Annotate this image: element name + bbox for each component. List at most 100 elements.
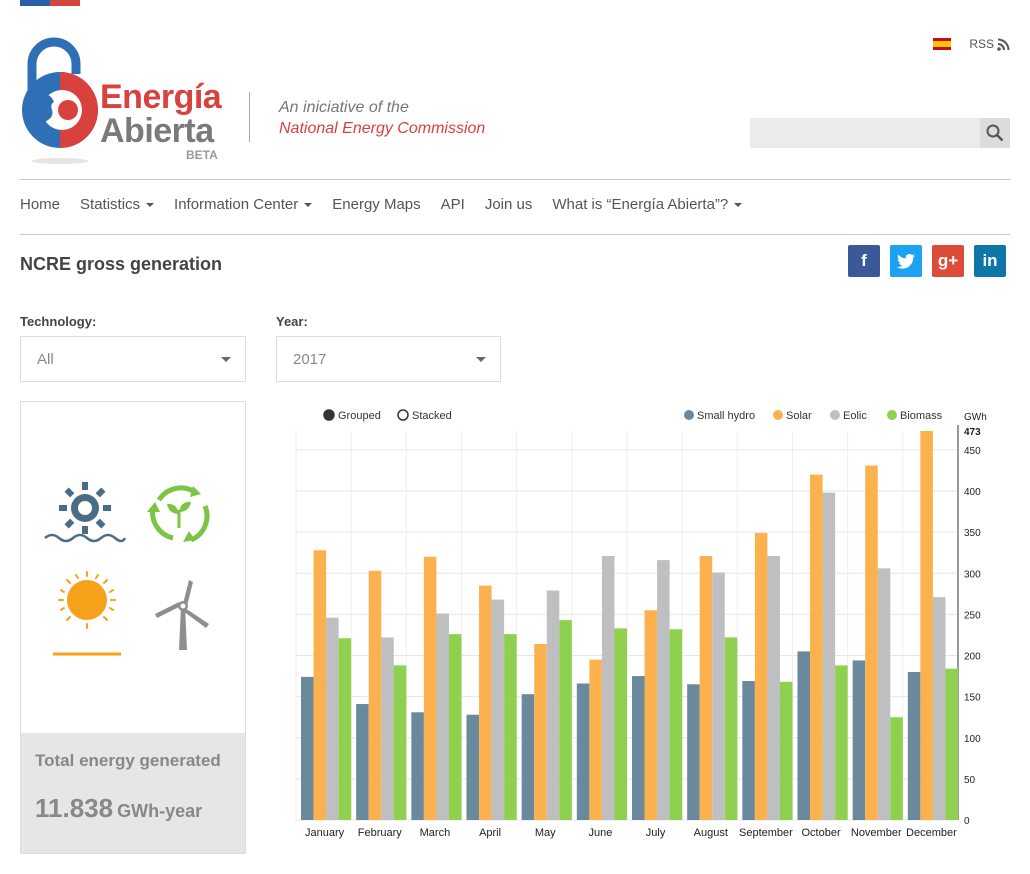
bar[interactable] (326, 617, 339, 820)
legend-item[interactable]: Small hydro (684, 410, 755, 422)
spanish-flag-icon[interactable] (933, 38, 952, 50)
bar[interactable] (601, 556, 615, 820)
google-plus-share-button[interactable]: g+ (932, 245, 964, 277)
y-tick-label: 350 (964, 528, 981, 539)
bar[interactable] (669, 629, 683, 820)
bar[interactable] (338, 638, 352, 820)
bar[interactable] (504, 634, 517, 820)
bar[interactable] (835, 665, 848, 820)
search-input[interactable] (750, 118, 980, 148)
bar[interactable] (368, 570, 382, 820)
rss-icon (997, 38, 1010, 51)
bar[interactable] (534, 644, 547, 820)
bar[interactable] (822, 492, 836, 820)
bar[interactable] (301, 676, 314, 820)
legend-swatch (773, 410, 783, 420)
legend-item[interactable]: Eolic (830, 410, 867, 422)
bar[interactable] (932, 597, 946, 820)
tagline-line2[interactable]: National Energy Commission (279, 120, 486, 137)
top-flag-bar (20, 0, 80, 6)
bar[interactable] (699, 556, 713, 820)
solar-icon[interactable] (47, 568, 127, 658)
linkedin-share-button[interactable]: in (974, 245, 1006, 277)
bar[interactable] (436, 613, 449, 820)
bar[interactable] (945, 668, 958, 820)
nav-statistics[interactable]: Statistics (80, 196, 155, 213)
year-select[interactable]: 2017 (276, 336, 501, 382)
bar[interactable] (724, 637, 738, 820)
bar[interactable] (890, 717, 903, 820)
nav-what-is[interactable]: What is “Energía Abierta”? (552, 196, 743, 213)
bar[interactable] (632, 676, 645, 820)
bar[interactable] (466, 714, 480, 820)
x-tick-label: June (588, 827, 612, 839)
rss-link[interactable]: RSS (969, 37, 1010, 51)
nav-information-center[interactable]: Information Center (174, 196, 313, 213)
biomass-icon[interactable] (145, 482, 215, 546)
mode-label: Grouped (338, 410, 381, 422)
search-button[interactable] (980, 118, 1010, 148)
mode-option-grouped[interactable]: Grouped (323, 409, 381, 422)
bar[interactable] (644, 610, 658, 820)
radio-icon (323, 409, 335, 421)
legend-item[interactable]: Solar (773, 410, 812, 422)
small-hydro-icon[interactable] (43, 478, 127, 548)
total-energy-value-line: 11.838 GWh-year (35, 793, 231, 824)
bar[interactable] (521, 694, 535, 820)
bar[interactable] (920, 431, 933, 820)
bar[interactable] (448, 634, 462, 820)
total-energy-label: Total energy generated (35, 751, 221, 770)
mode-option-stacked[interactable]: Stacked (397, 409, 452, 422)
bar[interactable] (767, 556, 780, 820)
bar[interactable] (423, 556, 437, 820)
x-tick-label: March (420, 827, 451, 839)
bar[interactable] (712, 572, 725, 820)
y-unit-label: GWh (964, 412, 987, 423)
x-tick-label: September (739, 827, 793, 839)
top-links: RSS (933, 37, 1010, 51)
year-label: Year: (276, 314, 308, 329)
bar[interactable] (546, 590, 560, 820)
bar[interactable] (754, 532, 768, 820)
facebook-share-button[interactable]: f (848, 245, 880, 277)
bar[interactable] (687, 684, 700, 820)
bar[interactable] (589, 659, 602, 820)
bar[interactable] (313, 550, 327, 820)
bar[interactable] (810, 474, 823, 820)
nav-api[interactable]: API (440, 196, 465, 213)
bar[interactable] (411, 712, 424, 820)
bar[interactable] (779, 681, 793, 820)
social-share: f g+ in (848, 245, 1006, 277)
legend-swatch (830, 410, 840, 420)
technology-select[interactable]: All (20, 336, 246, 382)
legend-label: Biomass (900, 410, 943, 422)
bar[interactable] (907, 671, 921, 820)
technology-icons (21, 402, 245, 735)
x-tick-label: April (479, 827, 501, 839)
x-tick-label: January (305, 827, 345, 839)
nav-energy-maps[interactable]: Energy Maps (332, 196, 421, 213)
bar[interactable] (576, 683, 590, 820)
bar[interactable] (356, 704, 369, 820)
nav-bottom-rule (20, 234, 1010, 235)
bar[interactable] (381, 637, 394, 820)
bar[interactable] (491, 599, 505, 820)
bar[interactable] (877, 568, 891, 820)
bar[interactable] (614, 628, 627, 820)
bar[interactable] (852, 660, 866, 820)
bar[interactable] (393, 665, 407, 820)
twitter-share-button[interactable] (890, 245, 922, 277)
nav-join-us[interactable]: Join us (484, 196, 533, 213)
bar[interactable] (865, 465, 878, 820)
bar[interactable] (657, 560, 670, 820)
bar[interactable] (797, 651, 811, 820)
legend-item[interactable]: Biomass (887, 410, 943, 422)
eolic-icon[interactable] (151, 578, 215, 654)
bar[interactable] (742, 681, 755, 820)
bar[interactable] (559, 620, 572, 820)
y-tick-label: 400 (964, 487, 981, 498)
energia-abierta-logo[interactable] (20, 34, 110, 164)
legend-label: Solar (786, 410, 812, 422)
nav-home[interactable]: Home (20, 196, 61, 213)
bar[interactable] (479, 585, 492, 820)
